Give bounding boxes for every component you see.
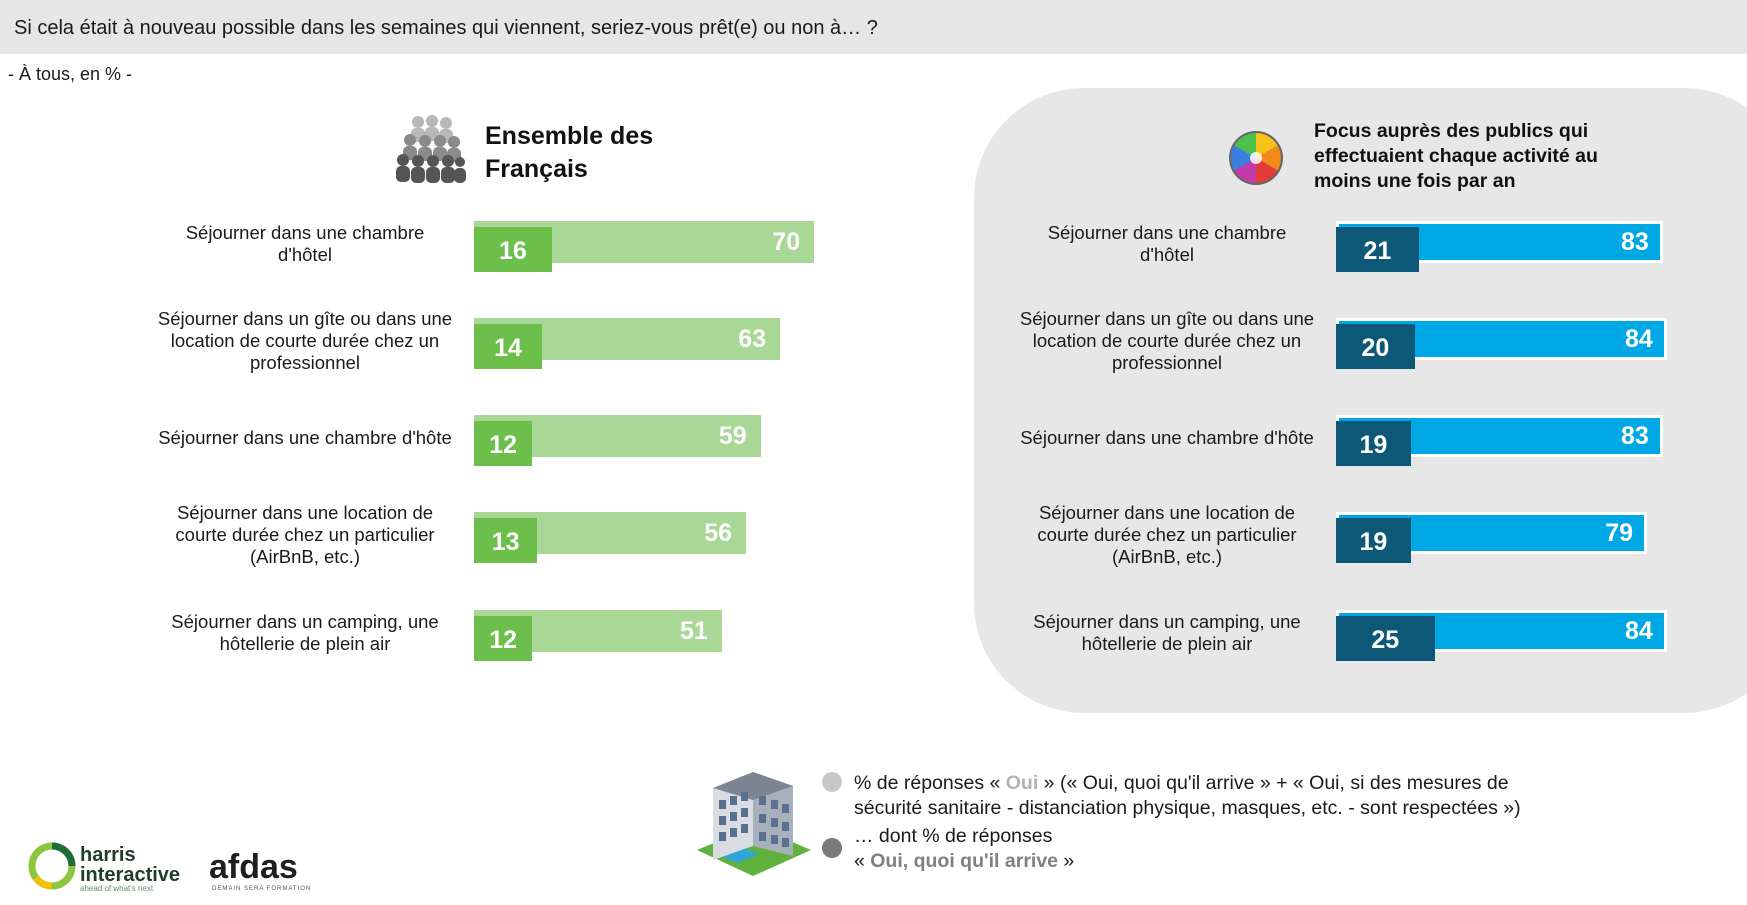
bar-sub bbox=[474, 616, 533, 661]
bar-sub bbox=[474, 324, 543, 369]
category-label-line: Séjourner dans un gîte ou dans une bbox=[1019, 308, 1315, 329]
harris-logo-text: harris interactive bbox=[80, 845, 180, 885]
bar-total-value: 83 bbox=[1621, 228, 1649, 256]
category-label-line: Séjourner dans une chambre d'hôte bbox=[158, 427, 452, 448]
category-label-line: d'hôtel bbox=[1140, 244, 1194, 265]
hotel-building-icon bbox=[697, 772, 811, 876]
bar-total-value: 63 bbox=[738, 325, 767, 353]
bar-total-value: 51 bbox=[679, 617, 708, 645]
bar-total-value: 70 bbox=[772, 228, 801, 256]
category-label: Séjourner dans un gîte ou dans une locati… bbox=[140, 308, 470, 374]
bar-total-value: 83 bbox=[1621, 422, 1649, 450]
category-label-line: professionnel bbox=[249, 352, 361, 373]
bar-sub-value: 16 bbox=[498, 237, 527, 265]
bar-total-value: 84 bbox=[1624, 325, 1653, 353]
bar-sub bbox=[1336, 227, 1419, 272]
legend-line4-suffix: » bbox=[1058, 850, 1075, 872]
category-label-line: Séjourner dans un camping, une bbox=[1033, 611, 1301, 632]
header-bar bbox=[0, 0, 1747, 54]
category-label: Séjourner dans une chambre d'hôtel bbox=[1002, 222, 1332, 266]
bar-sub bbox=[474, 518, 538, 563]
category-label-line: courte durée chez un particulier bbox=[1037, 524, 1297, 545]
legend-oui-text: % de réponses « Oui » (« Oui, quoi qu'il… bbox=[854, 771, 1574, 821]
right-title-line-2: effectuaient chaque activité au bbox=[1314, 145, 1598, 167]
category-label-line: hôtellerie de plein air bbox=[1081, 633, 1253, 654]
category-label: Séjourner dans une chambre d'hôte bbox=[1002, 427, 1332, 449]
bar-sub bbox=[1336, 421, 1411, 466]
color-wheel-icon bbox=[1229, 131, 1283, 185]
category-label: Séjourner dans une location de courte dur… bbox=[1002, 502, 1332, 568]
bar-sub-value: 12 bbox=[489, 431, 518, 459]
focus-panel bbox=[974, 88, 1747, 713]
bar-sub bbox=[1336, 324, 1415, 369]
bar-sub-value: 19 bbox=[1359, 431, 1388, 459]
legend-line4-keyword: Oui, quoi qu'il arrive bbox=[870, 850, 1059, 872]
category-label-line: (AirBnB, etc.) bbox=[250, 546, 360, 567]
category-label: Séjourner dans un camping, une hôtellerie… bbox=[1002, 611, 1332, 655]
afdas-logo: afdas bbox=[209, 848, 298, 886]
bar-sub bbox=[474, 421, 533, 466]
harris-tagline: ahead of what's next bbox=[80, 884, 154, 893]
category-label: Séjourner dans une location de courte dur… bbox=[140, 502, 470, 568]
category-label-line: hôtellerie de plein air bbox=[219, 633, 391, 654]
question-text: Si cela était à nouveau possible dans le… bbox=[14, 17, 878, 39]
legend-line3: … dont % de réponses bbox=[854, 825, 1053, 847]
bar-total-value: 84 bbox=[1624, 617, 1653, 645]
legend-dot-oui bbox=[822, 772, 842, 792]
base-text: - À tous, en % - bbox=[8, 64, 133, 84]
harris-line2: interactive bbox=[80, 864, 181, 886]
left-chart-title: Ensemble des Français bbox=[485, 120, 725, 186]
bar-total-value: 79 bbox=[1605, 519, 1634, 547]
category-label: Séjourner dans une chambre d'hôtel bbox=[140, 222, 470, 266]
harris-line1: harris bbox=[80, 844, 136, 866]
right-title-line-3: moins une fois par an bbox=[1314, 170, 1516, 192]
category-label-line: Séjourner dans une location de bbox=[176, 502, 434, 523]
right-chart-title: Focus auprès des publics qui effectuaien… bbox=[1314, 119, 1644, 194]
category-label: Séjourner dans un gîte ou dans une locati… bbox=[1002, 308, 1332, 374]
legend-line1-suffix: » (« Oui, quoi qu'il arrive » + « Oui, s… bbox=[1038, 772, 1509, 794]
category-label-line: professionnel bbox=[1111, 352, 1223, 373]
legend-line4-prefix: « bbox=[854, 850, 871, 872]
bar-sub-value: 21 bbox=[1363, 237, 1392, 265]
left-title-line-2: Français bbox=[485, 155, 588, 183]
left-title-line-1: Ensemble des bbox=[485, 122, 654, 150]
category-label-line: courte durée chez un particulier bbox=[175, 524, 435, 545]
bar-total-value: 59 bbox=[718, 422, 747, 450]
category-label-line: Séjourner dans un gîte ou dans une bbox=[157, 308, 453, 329]
bar-sub bbox=[1336, 616, 1435, 661]
afdas-tagline: DEMAIN SERA FORMATION bbox=[212, 886, 312, 892]
bar-sub-value: 19 bbox=[1359, 528, 1388, 556]
legend-line2: sécurité sanitaire - distanciation physi… bbox=[854, 797, 1521, 819]
category-label-line: Séjourner dans une chambre bbox=[1047, 222, 1287, 243]
harris-ring-logo bbox=[28, 842, 76, 890]
legend-dot-oui-quoi bbox=[822, 838, 842, 858]
category-label-line: (AirBnB, etc.) bbox=[1112, 546, 1222, 567]
bar-sub-value: 20 bbox=[1361, 334, 1390, 362]
legend-oui-quoi-text: … dont % de réponses « Oui, quoi qu'il a… bbox=[854, 824, 1354, 874]
category-label-line: d'hôtel bbox=[278, 244, 332, 265]
right-title-line-1: Focus auprès des publics qui bbox=[1314, 120, 1589, 142]
category-label-line: Séjourner dans une location de bbox=[1038, 502, 1296, 523]
bar-sub-value: 12 bbox=[489, 626, 518, 654]
category-label: Séjourner dans un camping, une hôtellerie… bbox=[140, 611, 470, 655]
bar-sub-value: 13 bbox=[491, 528, 520, 556]
people-group-icon bbox=[396, 115, 466, 183]
bar-sub bbox=[474, 227, 552, 272]
bar-sub-value: 14 bbox=[494, 334, 522, 362]
legend-line1-keyword: Oui bbox=[1005, 772, 1039, 794]
category-label-line: Séjourner dans une chambre d'hôte bbox=[1020, 427, 1314, 448]
category-label-line: location de courte durée chez un bbox=[1032, 330, 1302, 351]
bar-total-value: 56 bbox=[704, 519, 733, 547]
bar-sub-value: 25 bbox=[1371, 626, 1400, 654]
category-label-line: Séjourner dans un camping, une bbox=[171, 611, 439, 632]
category-label-line: Séjourner dans une chambre bbox=[185, 222, 425, 243]
category-label: Séjourner dans une chambre d'hôte bbox=[140, 427, 470, 449]
category-label-line: location de courte durée chez un bbox=[170, 330, 440, 351]
legend-line1-prefix: % de réponses « bbox=[854, 772, 1006, 794]
bar-sub bbox=[1336, 518, 1411, 563]
